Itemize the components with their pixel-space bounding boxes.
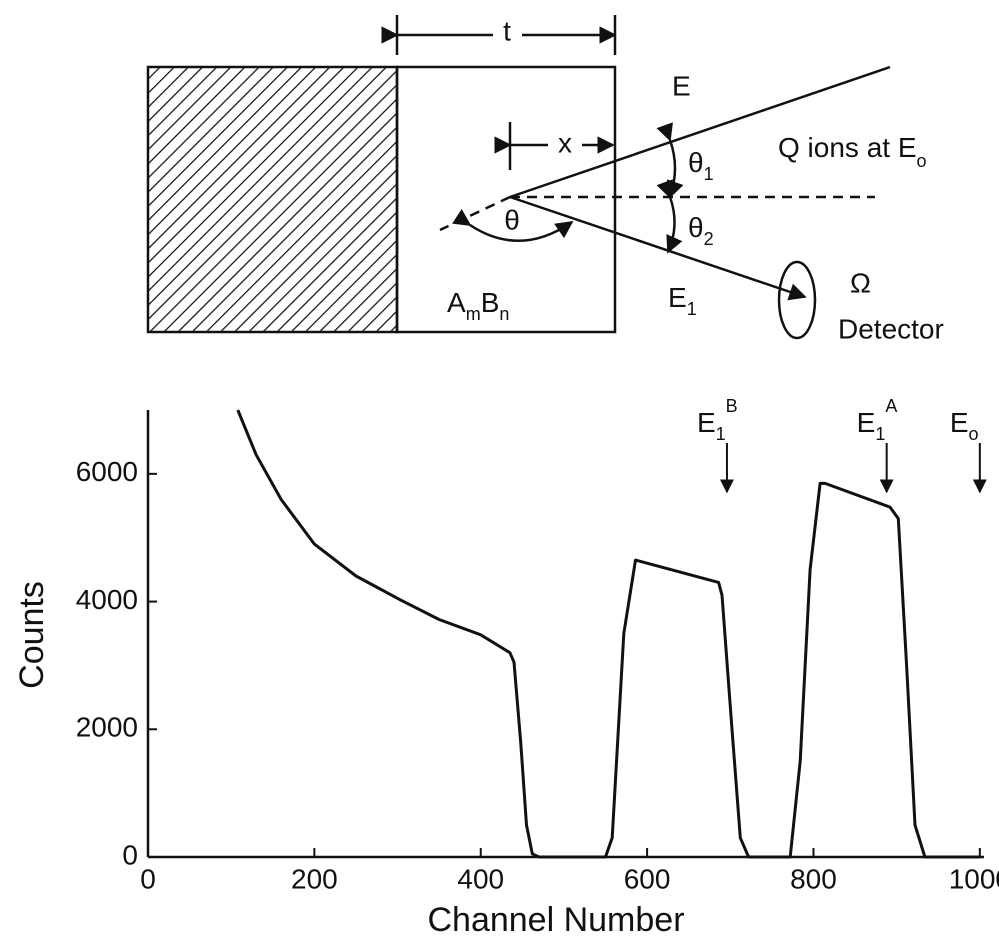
x-tick-label: 200 bbox=[291, 863, 338, 894]
y-tick-label: 0 bbox=[122, 839, 138, 870]
text: θ bbox=[688, 212, 704, 243]
label-compound: AmBn bbox=[447, 287, 509, 323]
x-tick-label: 0 bbox=[140, 863, 156, 894]
x-tick-label: 400 bbox=[457, 863, 504, 894]
label-theta2: θ2 bbox=[688, 212, 714, 248]
scattered-beam bbox=[509, 195, 807, 301]
beam-extension bbox=[439, 195, 511, 232]
label-omega: Ω bbox=[850, 267, 871, 298]
label-detector: Detector bbox=[838, 313, 944, 344]
x-tick-label: 600 bbox=[624, 863, 671, 894]
text: Q ions at E bbox=[778, 132, 917, 163]
label-ions: Q ions at Eo bbox=[778, 132, 927, 170]
annotation-label: Eo bbox=[950, 407, 979, 443]
y-axis-label: Counts bbox=[13, 581, 51, 689]
subscript: o bbox=[969, 424, 979, 444]
subscript: m bbox=[466, 304, 481, 324]
detector-icon bbox=[777, 260, 817, 340]
superscript: B bbox=[726, 396, 738, 416]
label-theta1: θ1 bbox=[688, 147, 714, 183]
y-tick-label: 2000 bbox=[76, 712, 138, 743]
label-t: t bbox=[503, 15, 511, 46]
text: E bbox=[697, 407, 716, 438]
annotation-label: E1A bbox=[857, 396, 898, 444]
label-e1: E1 bbox=[668, 282, 697, 318]
label-e: E bbox=[672, 70, 691, 101]
angle-arc bbox=[656, 122, 684, 199]
text: θ bbox=[688, 147, 704, 178]
subscript: 2 bbox=[704, 229, 714, 249]
text: B bbox=[481, 287, 500, 318]
text: E bbox=[668, 282, 687, 313]
superscript: A bbox=[885, 396, 897, 416]
film bbox=[395, 65, 617, 334]
label-x: x bbox=[558, 127, 572, 158]
y-tick-label: 4000 bbox=[76, 584, 138, 615]
incident-beam bbox=[509, 65, 891, 199]
subscript: o bbox=[917, 151, 927, 171]
subscript: 1 bbox=[716, 424, 726, 444]
annotation-label: E1B bbox=[697, 396, 738, 444]
spectrum-line bbox=[236, 409, 980, 859]
angle-arc bbox=[656, 179, 683, 254]
label-theta: θ bbox=[504, 204, 520, 235]
substrate bbox=[146, 65, 399, 334]
text: E bbox=[950, 407, 969, 438]
text: A bbox=[447, 287, 466, 318]
x-axis-label: Channel Number bbox=[427, 901, 684, 939]
diagram: t x E Q ions at Eo θ1 θ2 θ AmBn E1 Ω Det… bbox=[146, 15, 944, 344]
subscript: 1 bbox=[704, 164, 714, 184]
y-tick-label: 6000 bbox=[76, 456, 138, 487]
subscript: n bbox=[499, 304, 509, 324]
text: E bbox=[857, 407, 876, 438]
subscript: 1 bbox=[875, 424, 885, 444]
angle-arc bbox=[452, 209, 574, 242]
x-tick-label: 800 bbox=[790, 863, 837, 894]
subscript: 1 bbox=[687, 299, 697, 319]
